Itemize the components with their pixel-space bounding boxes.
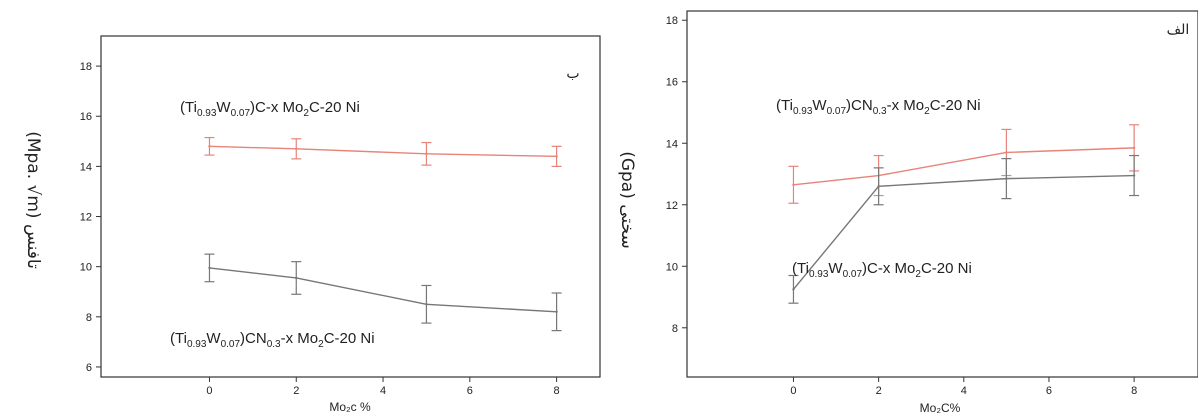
data-point (1005, 177, 1008, 180)
data-point (792, 288, 795, 291)
data-point (208, 266, 211, 270)
y-tick-label: 8 (672, 323, 678, 335)
series-annotation: (Ti0.93W0.07)CN0.3-x Mo2C-20 Ni (170, 330, 375, 350)
panel-label: الف (1167, 22, 1190, 38)
series-1: (Ti0.93W0.07)C-x Mo2C-20 Ni (788, 154, 1140, 304)
x-axis-label: Mo₂c % (329, 400, 371, 414)
data-point (1005, 151, 1008, 154)
y-tick-label: 10 (666, 261, 678, 273)
series-0: (Ti0.93W0.07)C-x Mo2C-20 Ni (180, 99, 562, 167)
y-axis-label: (Mpa. √m) تافنس (23, 131, 43, 269)
x-tick-label: 8 (554, 385, 560, 397)
y-tick-label: 14 (666, 138, 678, 150)
chart-panel-1: 8 10 12 14 16 18 0 2 4 6 8 Mo₂C% (Gpa) سختی الف (Ti0.9… (617, 10, 1198, 415)
x-tick-label: 6 (1046, 385, 1052, 397)
x-tick-label: 2 (876, 385, 882, 397)
series-1: (Ti0.93W0.07)CN0.3-x Mo2C-20 Ni (170, 253, 562, 350)
y-tick-label: 16 (80, 111, 92, 123)
series-annotation: (Ti0.93W0.07)C-x Mo2C-20 Ni (792, 260, 972, 280)
x-tick-label: 6 (467, 385, 473, 397)
data-point (1132, 146, 1136, 150)
data-point (877, 185, 880, 188)
y-tick-label: 12 (666, 200, 678, 212)
series-line (792, 174, 1135, 290)
x-tick-label: 0 (790, 385, 796, 397)
x-tick-label: 4 (961, 385, 967, 397)
x-tick-label: 8 (1131, 385, 1137, 397)
y-tick-label: 10 (80, 262, 92, 274)
data-point (295, 276, 298, 280)
y-axis-label: (Gpa) سختی (617, 151, 637, 249)
y-tick-label: 6 (86, 362, 92, 374)
plot-frame (100, 35, 601, 378)
y-tick-label: 18 (80, 61, 92, 73)
data-point (555, 310, 558, 314)
data-point (295, 147, 298, 151)
plot-frame (686, 10, 1198, 378)
data-point (425, 303, 428, 306)
x-tick-label: 2 (293, 385, 299, 397)
data-point (425, 152, 428, 156)
series-annotation: (Ti0.93W0.07)CN0.3-x Mo2C-20 Ni (776, 97, 981, 117)
x-tick-label: 4 (380, 385, 386, 397)
x-axis-label: Mo₂C% (920, 401, 961, 415)
y-tick-label: 12 (80, 212, 92, 224)
data-point (208, 145, 211, 148)
series-line (209, 267, 557, 313)
data-point (792, 183, 795, 186)
data-point (555, 155, 558, 158)
panel-label: ب (566, 66, 579, 82)
chart-panel-0: 6 8 10 12 14 16 18 0 2 4 6 8 Mo₂c % (Mpa. √m) تافنس ب (… (23, 35, 601, 414)
y-tick-label: 8 (86, 312, 92, 324)
series-line (793, 147, 1135, 186)
series-line (209, 145, 557, 158)
y-tick-label: 18 (666, 15, 678, 27)
y-tick-label: 16 (666, 77, 678, 89)
data-point (1132, 174, 1136, 177)
y-tick-label: 14 (80, 161, 92, 173)
series-annotation: (Ti0.93W0.07)C-x Mo2C-20 Ni (180, 99, 360, 119)
x-tick-label: 0 (206, 385, 212, 397)
series-0: (Ti0.93W0.07)CN0.3-x Mo2C-20 Ni (776, 97, 1140, 204)
